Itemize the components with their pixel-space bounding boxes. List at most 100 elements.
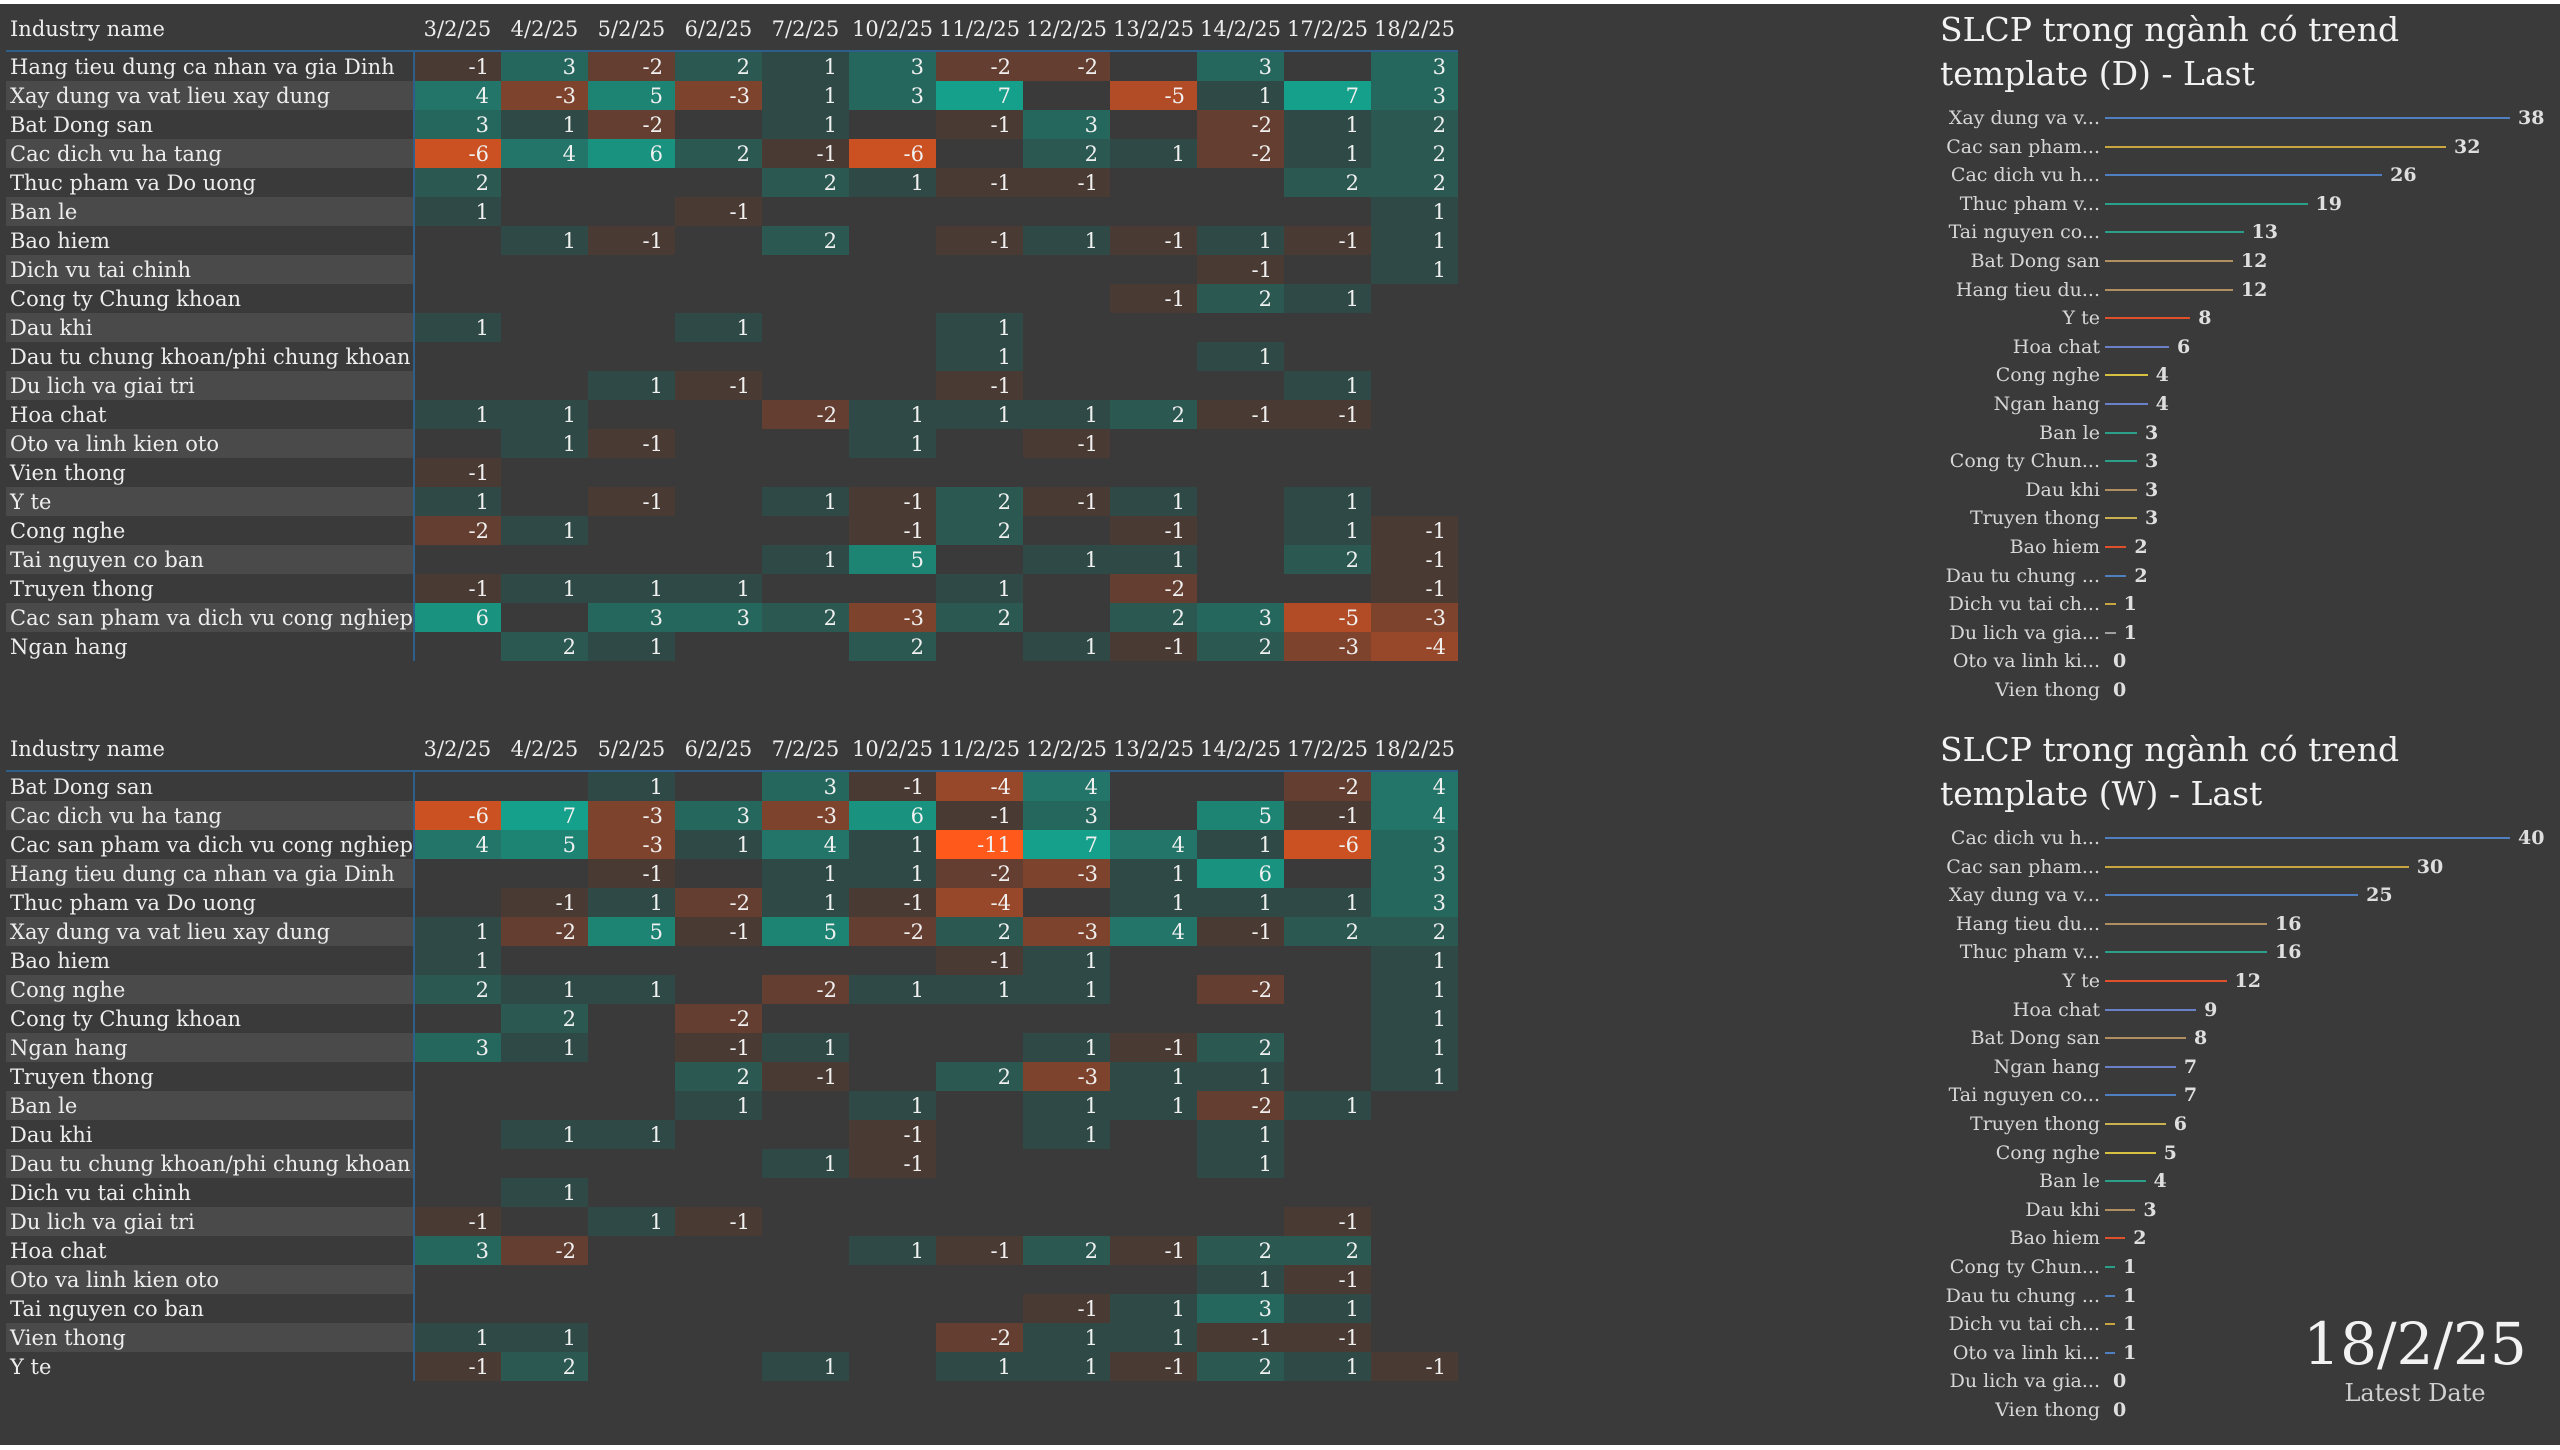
column-header-date: 4/2/25: [500, 8, 588, 52]
bar: [2105, 1151, 2156, 1154]
heatmap-cell: [588, 946, 675, 975]
table-row: Dich vu tai chinh 1: [6, 1178, 1458, 1207]
heatmap-cell: -2: [761, 975, 849, 1004]
heatmap-cell: -2: [1022, 51, 1110, 81]
heatmap-cell: 3: [500, 51, 588, 81]
heatmap-cell: [762, 429, 849, 458]
bar-row: Dau khi 3: [1940, 476, 2540, 504]
heatmap-cell: 1: [761, 1033, 849, 1062]
heatmap-cell: 2: [1196, 1352, 1284, 1381]
heatmap-cell: 3: [1022, 110, 1110, 139]
heatmap-cell: [849, 371, 936, 400]
heatmap-cell: [762, 1091, 849, 1120]
heatmap-cell: 7: [935, 81, 1023, 110]
heatmap-cell: 1: [413, 1323, 501, 1352]
industry-name-cell: Ngan hang: [6, 632, 415, 661]
heatmap-cell: [936, 284, 1023, 313]
table-row: Truyen thong -1 1 1 1 1 -2 -1: [6, 574, 1458, 603]
heatmap-cell: 1: [500, 1178, 588, 1207]
heatmap-cell: [1284, 946, 1371, 975]
heatmap-cell: [1371, 429, 1458, 458]
heatmap-cell: -1: [674, 917, 762, 946]
heatmap-cell: 2: [413, 975, 501, 1004]
heatmap-cell: 1: [1370, 255, 1458, 284]
heatmap-cell: [1197, 197, 1284, 226]
heatmap-cell: [588, 1004, 675, 1033]
heatmap-cell: 2: [1370, 917, 1458, 946]
heatmap-cell: 1: [1283, 1352, 1371, 1381]
industry-name-cell: Vien thong: [6, 458, 415, 487]
heatmap-cell: [762, 342, 849, 371]
heatmap-cell: 1: [500, 975, 588, 1004]
heatmap-cell: [1197, 946, 1284, 975]
heatmap-cell: 1: [761, 487, 849, 516]
bar-label: Vien thong: [1995, 679, 2100, 701]
bar-label: Ban le: [2039, 1170, 2100, 1193]
heatmap-cell: 1: [1109, 139, 1197, 168]
heatmap-cell: [414, 1265, 501, 1294]
heatmap-cell: 1: [1022, 226, 1110, 255]
heatmap-cell: [936, 458, 1023, 487]
heatmap-cell: [414, 545, 501, 574]
heatmap-cell: [762, 1178, 849, 1207]
heatmap-cell: [1197, 371, 1284, 400]
heatmap-cell: [588, 1294, 675, 1323]
bar: [2105, 488, 2137, 491]
heatmap-cell: [414, 1178, 501, 1207]
bar-value-label: 8: [2198, 307, 2212, 330]
heatmap-cell: 2: [1109, 603, 1197, 632]
heatmap-cell: 1: [1109, 859, 1197, 888]
heatmap-cell: 1: [1196, 226, 1284, 255]
heatmap-cell: 2: [674, 1062, 762, 1091]
heatmap-cell: -3: [674, 81, 762, 110]
heatmap-cell: 3: [674, 603, 762, 632]
heatmap-cell: -3: [761, 801, 849, 830]
industry-name-cell: Cong nghe: [6, 975, 415, 1004]
heatmap-cell: [414, 1294, 501, 1323]
bar-value-label: 1: [2123, 1256, 2137, 1278]
heatmap-cell: -1: [413, 1352, 501, 1381]
heatmap-cell: 1: [1196, 1149, 1284, 1178]
table-row: Hang tieu dung ca nhan va gia Dinh -1 3 -2 2…: [6, 51, 1458, 81]
heatmap-cell: -1: [848, 516, 936, 545]
heatmap-cell: [1023, 1265, 1110, 1294]
heatmap-cell: [588, 197, 675, 226]
table-row: Bat Dong san 3 1 -2 1 -1 3 -2 1 2: [6, 110, 1458, 139]
table-row: Bao hiem 1 -1 1 1: [6, 946, 1458, 975]
heatmap-cell: [501, 1207, 588, 1236]
heatmap-cell: [1110, 1178, 1197, 1207]
heatmap-cell: 3: [1370, 859, 1458, 888]
bar-row: Vien thong 0: [1940, 1396, 2540, 1424]
heatmap-cell: [936, 429, 1023, 458]
heatmap-cell: -1: [1196, 255, 1284, 284]
heatmap-cell: [936, 197, 1023, 226]
industry-name-cell: Cac san pham va dich vu cong nghiep: [6, 603, 415, 632]
heatmap-cell: [1371, 1091, 1458, 1120]
bar-row: Hoa chat 9: [1940, 996, 2540, 1024]
heatmap-cell: [1284, 1004, 1371, 1033]
heatmap-cell: [588, 458, 675, 487]
heatmap-cell: -1: [1283, 1265, 1371, 1294]
bar-row: Cong ty Chun... 3: [1940, 447, 2540, 475]
heatmap-cell: 1: [413, 946, 501, 975]
industry-name-cell: Ban le: [6, 1091, 415, 1120]
bar-row: Ngan hang 4: [1940, 390, 2540, 418]
heatmap-cell: 1: [1196, 1062, 1284, 1091]
window-top-edge: [0, 0, 2560, 4]
heatmap-cell: 1: [674, 830, 762, 859]
bar-label: Bao hiem: [2009, 536, 2100, 558]
heatmap-cell: -1: [848, 888, 936, 917]
heatmap-cell: -1: [935, 371, 1023, 400]
heatmap-cell: [501, 1062, 588, 1091]
heatmap-cell: [414, 284, 501, 313]
heatmap-cell: -1: [1109, 226, 1197, 255]
bar: [2105, 1208, 2136, 1211]
heatmap-cell: [1197, 574, 1284, 603]
heatmap-cell: 1: [1283, 888, 1371, 917]
heatmap-cell: 1: [587, 632, 675, 661]
bar-value-label: 26: [2390, 164, 2417, 187]
heatmap-cell: -3: [1022, 917, 1110, 946]
heatmap-cell: [675, 458, 762, 487]
heatmap-cell: [1284, 342, 1371, 371]
bar: [2105, 922, 2267, 925]
